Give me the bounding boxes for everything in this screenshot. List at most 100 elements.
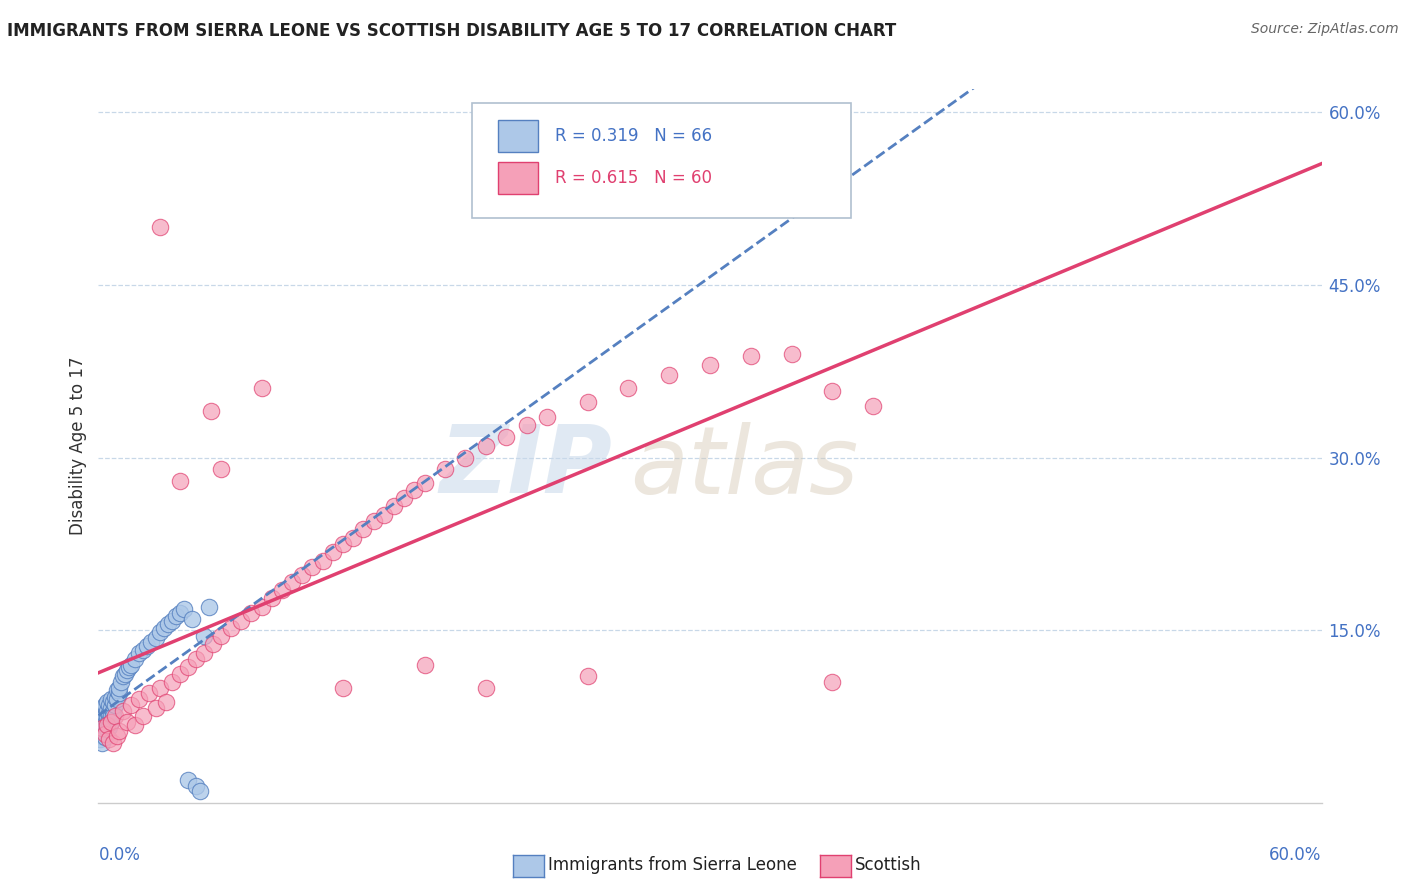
- Point: [363, 514, 385, 528]
- Point: [209, 462, 232, 476]
- Point: [169, 474, 191, 488]
- Point: [93, 719, 115, 733]
- Point: [332, 537, 354, 551]
- Point: [89, 715, 111, 730]
- Point: [149, 625, 172, 640]
- Point: [128, 692, 150, 706]
- Point: [105, 692, 128, 706]
- Bar: [498, 120, 537, 152]
- Point: [104, 709, 127, 723]
- Text: 60.0%: 60.0%: [1270, 846, 1322, 863]
- Point: [104, 690, 127, 704]
- Point: [169, 606, 191, 620]
- Point: [91, 729, 114, 743]
- Point: [114, 666, 136, 681]
- Point: [111, 669, 134, 683]
- Point: [193, 646, 215, 660]
- Point: [145, 701, 167, 715]
- Point: [91, 723, 114, 738]
- Point: [91, 736, 114, 750]
- Point: [91, 706, 114, 720]
- Point: [120, 698, 142, 712]
- Point: [97, 698, 120, 712]
- Point: [91, 713, 114, 727]
- Point: [91, 717, 114, 731]
- Point: [93, 730, 115, 744]
- Point: [474, 681, 498, 695]
- Point: [219, 621, 242, 635]
- Point: [250, 381, 273, 395]
- Point: [186, 652, 208, 666]
- Point: [200, 404, 222, 418]
- Point: [821, 675, 844, 690]
- Text: Scottish: Scottish: [855, 856, 921, 874]
- Point: [576, 669, 599, 683]
- Point: [516, 418, 538, 433]
- Point: [404, 483, 426, 497]
- Point: [97, 713, 120, 727]
- Point: [260, 591, 283, 605]
- Point: [100, 715, 122, 730]
- Point: [173, 602, 195, 616]
- Point: [145, 631, 167, 645]
- Point: [240, 606, 263, 620]
- Point: [96, 717, 118, 731]
- Point: [181, 612, 204, 626]
- Point: [197, 600, 219, 615]
- Point: [821, 384, 844, 398]
- Point: [165, 609, 187, 624]
- Point: [250, 600, 273, 615]
- Point: [101, 704, 124, 718]
- Point: [186, 779, 208, 793]
- Point: [96, 715, 118, 730]
- Point: [322, 545, 344, 559]
- Text: R = 0.615   N = 60: R = 0.615 N = 60: [555, 169, 711, 187]
- Point: [96, 704, 118, 718]
- Point: [413, 475, 436, 490]
- Point: [111, 704, 134, 718]
- Text: R = 0.319   N = 66: R = 0.319 N = 66: [555, 127, 711, 145]
- Point: [149, 220, 172, 235]
- Point: [156, 617, 179, 632]
- Point: [312, 554, 335, 568]
- Point: [373, 508, 395, 522]
- Point: [96, 722, 118, 736]
- Point: [434, 462, 457, 476]
- Point: [149, 681, 172, 695]
- Point: [97, 706, 120, 720]
- Point: [136, 640, 159, 654]
- Point: [740, 349, 762, 363]
- Text: IMMIGRANTS FROM SIERRA LEONE VS SCOTTISH DISABILITY AGE 5 TO 17 CORRELATION CHAR: IMMIGRANTS FROM SIERRA LEONE VS SCOTTISH…: [7, 22, 896, 40]
- Y-axis label: Disability Age 5 to 17: Disability Age 5 to 17: [69, 357, 87, 535]
- Point: [96, 709, 118, 723]
- Point: [342, 531, 364, 545]
- Point: [128, 646, 150, 660]
- Point: [188, 784, 212, 798]
- Point: [454, 450, 477, 465]
- Point: [209, 629, 232, 643]
- Point: [177, 772, 200, 787]
- Point: [536, 410, 558, 425]
- Point: [89, 732, 111, 747]
- Point: [699, 359, 721, 373]
- Point: [201, 637, 224, 651]
- Point: [100, 715, 122, 730]
- Bar: [498, 162, 537, 194]
- Text: 0.0%: 0.0%: [98, 846, 141, 863]
- Point: [281, 574, 304, 589]
- Point: [110, 675, 132, 690]
- Point: [291, 568, 314, 582]
- Text: atlas: atlas: [630, 422, 859, 513]
- Point: [231, 614, 253, 628]
- Point: [332, 681, 354, 695]
- Point: [120, 657, 142, 672]
- Point: [155, 694, 177, 708]
- Point: [132, 709, 155, 723]
- Point: [138, 686, 160, 700]
- Point: [124, 717, 146, 731]
- Point: [93, 712, 115, 726]
- Point: [115, 664, 138, 678]
- Point: [100, 708, 122, 723]
- Point: [89, 721, 111, 735]
- Point: [413, 657, 436, 672]
